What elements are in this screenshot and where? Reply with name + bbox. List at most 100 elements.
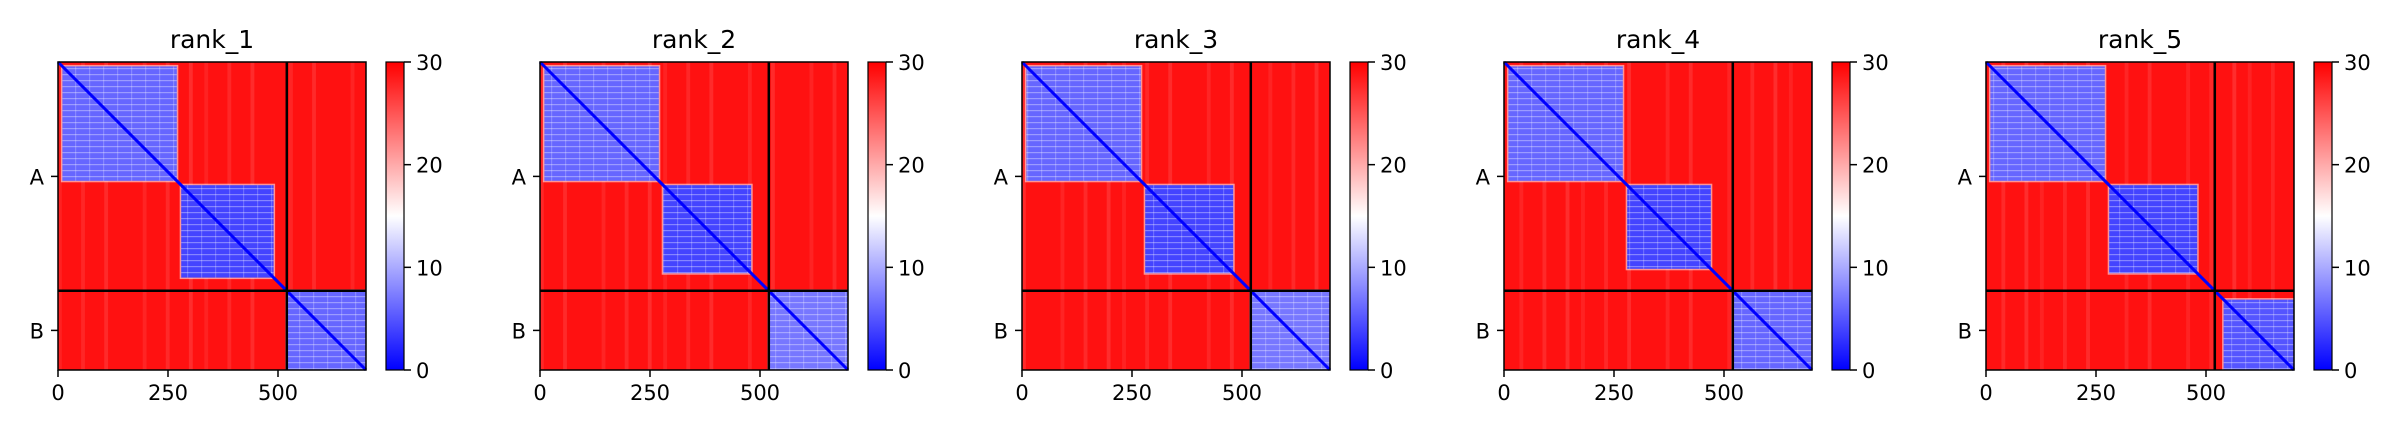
x-tick-label: 0 [1497,381,1510,405]
x-tick-label: 250 [2076,381,2116,405]
plot-frame [1985,61,2295,371]
colorbar-tick-label: 0 [416,359,429,383]
heatmap-texture [2024,62,2029,370]
colorbar-tick-label: 10 [898,256,925,280]
colorbar-tick-label: 20 [898,154,925,178]
colorbar-tick-label: 30 [898,51,925,75]
chain-label: A [1476,165,1491,189]
heatmap-texture [1519,62,1524,370]
x-tick-label: 500 [1222,381,1262,405]
heatmap-texture [289,62,293,370]
x-tick-label: 250 [148,381,188,405]
colorbar [2314,62,2332,370]
heatmap-texture [2247,62,2252,370]
heatmap-texture [1604,62,1608,370]
chain-label: B [1476,319,1490,343]
heatmap-texture [58,62,62,370]
colorbar-tick-label: 30 [416,51,443,75]
heatmap-texture [2063,62,2067,370]
x-tick-label: 0 [533,381,546,405]
heatmap-texture [601,62,606,370]
colorbar-tick-label: 30 [1380,51,1407,75]
heatmap-texture [2086,62,2090,370]
x-tick-label: 250 [1594,381,1634,405]
x-tick-label: 500 [2186,381,2226,405]
x-tick-label: 500 [740,381,780,405]
heatmap-texture [624,62,629,370]
heatmap-texture [540,62,544,370]
heatmap-texture [81,62,85,370]
colorbar [868,62,886,370]
colorbar-tick-label: 30 [2344,51,2371,75]
heatmap-texture [142,62,147,370]
heatmap-texture [771,62,775,370]
chain-label: B [30,319,44,343]
colorbar [1350,62,1368,370]
pae-panel-3: rank_3 0 250 500 A B 0 10 20 30 [994,25,1407,405]
colorbar-tick-label: 20 [1862,154,1889,178]
colorbar-tick-label: 10 [1862,256,1889,280]
heatmap-texture [1565,62,1570,370]
plot-frame [1503,61,1813,371]
heatmap-texture [1083,62,1088,370]
heatmap-texture [2039,62,2044,370]
heatmap-texture [1022,62,1026,370]
x-tick-label: 0 [51,381,64,405]
x-tick-label: 500 [258,381,298,405]
x-tick-label: 0 [1015,381,1028,405]
chain-label: B [994,319,1008,343]
heatmap-texture [104,62,109,370]
colorbar-tick-label: 0 [1862,359,1875,383]
x-tick-label: 250 [630,381,670,405]
heatmap-texture [2209,62,2214,370]
heatmap-texture [809,62,814,370]
chain-label: A [512,165,527,189]
heatmap-diagonal [1502,60,1814,372]
pae-panel-2: rank_2 0 250 500 A B 0 10 20 30 [512,25,925,405]
heatmap-diagonal [1984,60,2296,372]
colorbar-frame [1349,61,1369,371]
colorbar-tick-label: 20 [2344,154,2371,178]
heatmap-texture [2232,62,2237,370]
heatmap-texture [1314,62,1319,370]
colorbar-tick-label: 10 [2344,256,2371,280]
heatmap-texture [647,62,652,370]
colorbar-tick-label: 20 [1380,154,1407,178]
chain-label: B [512,319,526,343]
heatmap-diagonal [1020,60,1332,372]
heatmap-texture [1788,62,1793,370]
panel-title: rank_3 [1134,25,1218,54]
colorbar-tick-label: 0 [2344,359,2357,383]
x-tick-label: 500 [1704,381,1744,405]
heatmap-texture [312,62,316,370]
heatmap-texture [350,62,355,370]
heatmap-texture [1291,62,1296,370]
colorbar-tick-label: 10 [1380,256,1407,280]
colorbar-frame [867,61,887,371]
pae-panel-4: rank_4 0 250 500 A B 0 10 20 30 [1476,25,1889,405]
pae-panel-1: rank_1 0 250 500 A B 0 10 20 30 [30,25,443,405]
chain-label: B [1958,319,1972,343]
chain-label: A [994,165,1009,189]
heatmap-texture [2001,62,2006,370]
chain-label: A [1958,165,1973,189]
panel-title: rank_1 [170,25,254,54]
colorbar-frame [1831,61,1851,371]
x-tick-label: 250 [1112,381,1152,405]
colorbar-tick-label: 0 [898,359,911,383]
heatmap-texture [1268,62,1273,370]
heatmap-diagonal [56,60,368,372]
heatmap-texture [1542,62,1547,370]
heatmap-texture [1106,62,1111,370]
heatmap-texture [1581,62,1585,370]
colorbar-frame [2313,61,2333,371]
chain-label: A [30,165,45,189]
colorbar-tick-label: 0 [1380,359,1393,383]
panel-title: rank_5 [2098,25,2182,54]
heatmap-texture [1060,62,1065,370]
heatmap-texture [1773,62,1778,370]
colorbar [1832,62,1850,370]
colorbar-frame [385,61,405,371]
heatmap-diagonal [538,60,850,372]
